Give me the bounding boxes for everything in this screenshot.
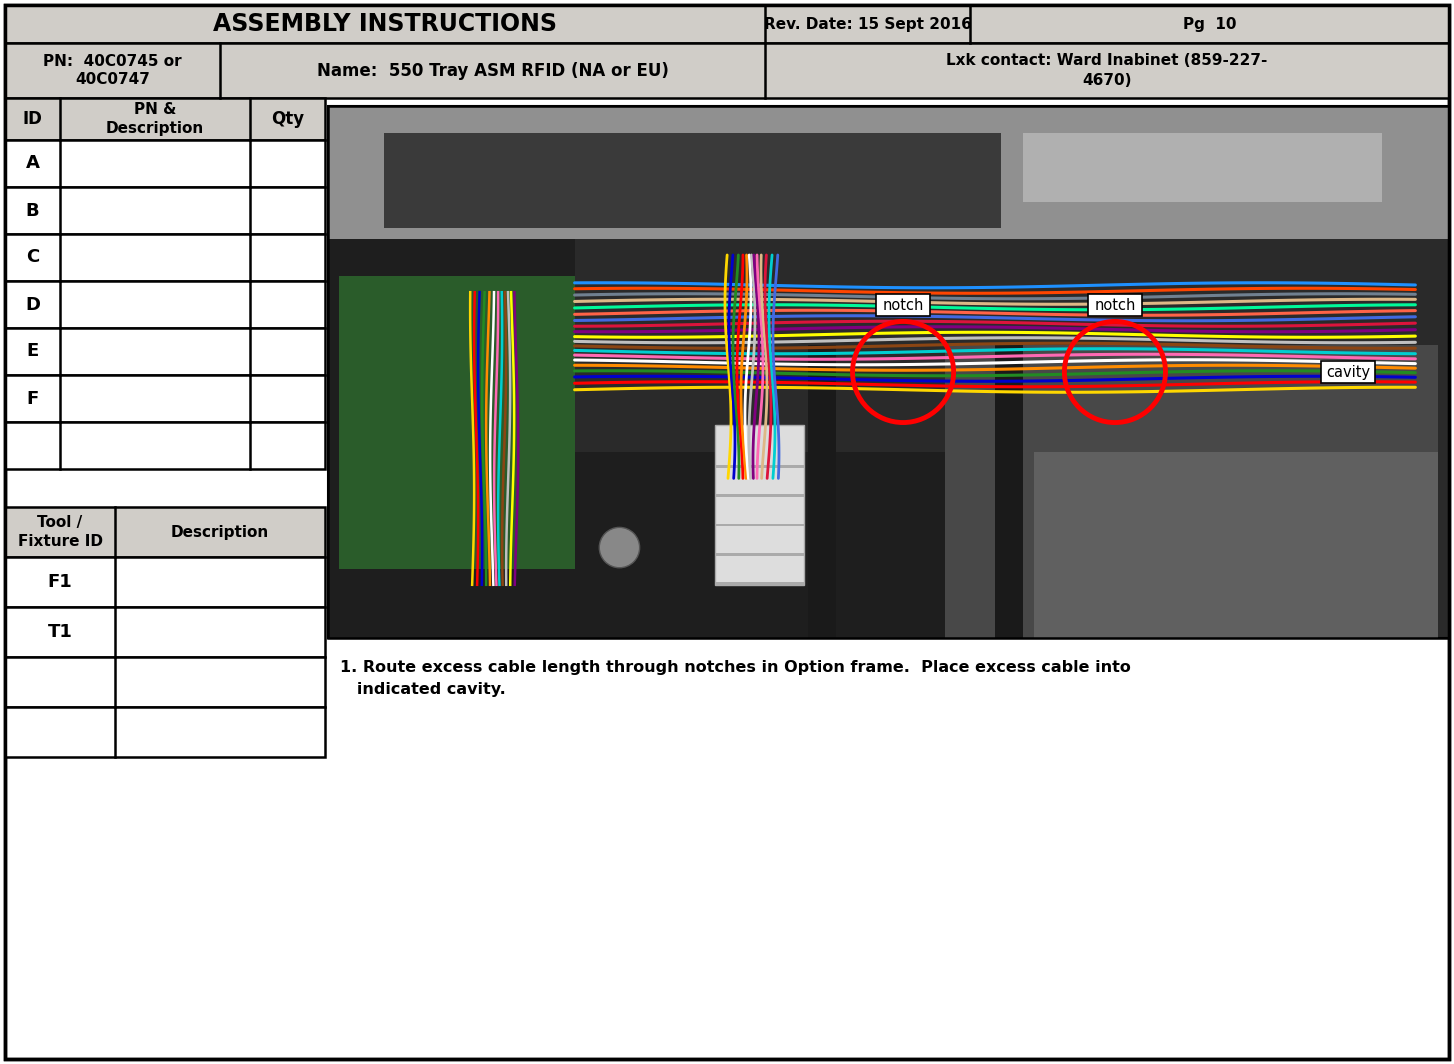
Bar (715, 426, 804, 585)
Circle shape (599, 528, 640, 568)
Text: notch: notch (883, 298, 923, 313)
Text: Name:  550 Tray ASM RFID (NA or EU): Name: 550 Tray ASM RFID (NA or EU) (317, 62, 669, 80)
Bar (4, 328, 326, 375)
Text: T1: T1 (48, 624, 73, 641)
Bar (715, 523, 804, 527)
Text: Description: Description (172, 525, 269, 539)
Bar (329, 106, 1450, 638)
Text: indicated cavity.: indicated cavity. (340, 682, 506, 697)
Bar (574, 239, 1438, 452)
Text: cavity: cavity (1326, 365, 1370, 380)
Text: notch: notch (1095, 298, 1136, 313)
Bar (1024, 133, 1381, 202)
Text: ASSEMBLY INSTRUCTIONS: ASSEMBLY INSTRUCTIONS (212, 12, 557, 36)
Bar (715, 495, 804, 497)
Text: C: C (26, 249, 39, 266)
Bar (4, 656, 326, 706)
Text: Tool /
Fixture ID: Tool / Fixture ID (17, 515, 102, 549)
Bar (384, 133, 1000, 229)
Text: F: F (26, 389, 39, 408)
Bar (329, 106, 1450, 638)
Bar (4, 422, 326, 469)
Bar (4, 234, 326, 281)
Bar (715, 553, 804, 555)
Bar (995, 346, 1024, 638)
Bar (4, 43, 1450, 98)
Bar (4, 5, 1450, 43)
Text: E: E (26, 343, 39, 361)
Bar (715, 582, 804, 585)
Bar (715, 465, 804, 468)
Bar (4, 375, 326, 422)
Text: ID: ID (23, 110, 42, 128)
Text: A: A (26, 154, 39, 172)
Bar (808, 346, 836, 638)
Bar (4, 187, 326, 234)
Bar (4, 140, 326, 187)
Text: D: D (25, 296, 41, 314)
Bar (4, 706, 326, 757)
Bar (329, 239, 1438, 638)
Text: Qty: Qty (270, 110, 304, 128)
Bar (1322, 361, 1375, 383)
Bar (339, 277, 574, 569)
Bar (4, 98, 326, 140)
Bar (877, 295, 931, 316)
Bar (1088, 295, 1141, 316)
Text: PN &
Description: PN & Description (106, 102, 204, 136)
Text: Pg  10: Pg 10 (1182, 17, 1236, 32)
Text: Rev. Date: 15 Sept 2016: Rev. Date: 15 Sept 2016 (763, 17, 971, 32)
Bar (4, 281, 326, 328)
Bar (329, 106, 1450, 239)
Bar (945, 346, 1438, 638)
Text: 1. Route excess cable length through notches in Option frame.  Place excess cabl: 1. Route excess cable length through not… (340, 660, 1131, 675)
Text: B: B (26, 201, 39, 219)
Text: F1: F1 (48, 573, 73, 591)
Bar (4, 556, 326, 606)
Bar (4, 606, 326, 656)
Text: Lxk contact: Ward Inabinet (859-227-
4670): Lxk contact: Ward Inabinet (859-227- 467… (947, 53, 1268, 87)
Bar (1034, 452, 1438, 638)
Text: PN:  40C0745 or
40C0747: PN: 40C0745 or 40C0747 (44, 53, 182, 87)
Bar (4, 508, 326, 556)
